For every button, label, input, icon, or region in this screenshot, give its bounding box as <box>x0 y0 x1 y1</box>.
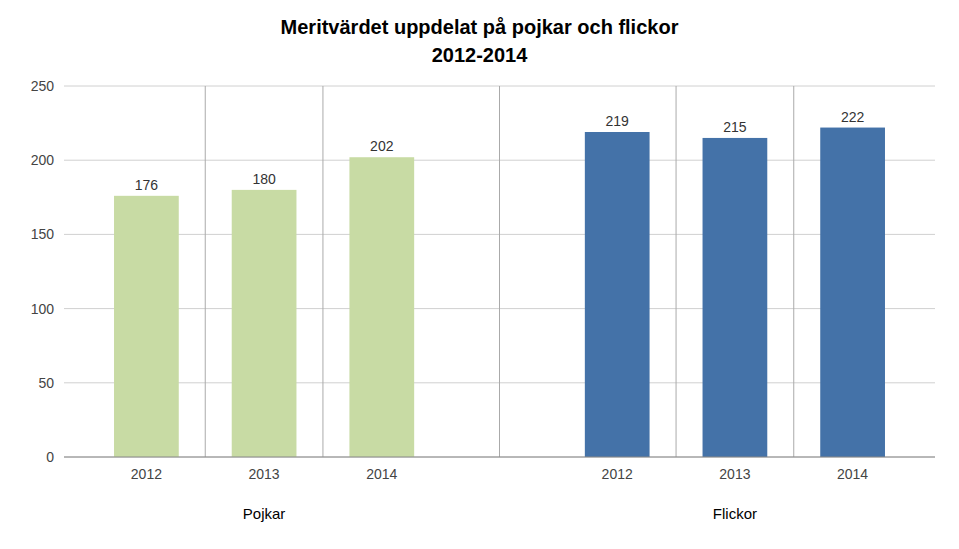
chart-container: Meritvärdet uppdelat på pojkar och flick… <box>0 0 959 549</box>
y-tick-label: 250 <box>31 78 55 94</box>
x-tick-label: 2012 <box>602 466 633 482</box>
x-tick-label: 2012 <box>131 466 162 482</box>
y-tick-label: 150 <box>31 226 55 242</box>
x-tick-label: 2013 <box>249 466 280 482</box>
title: Meritvärdet uppdelat på pojkar och flick… <box>281 16 679 38</box>
bar <box>114 196 179 457</box>
y-tick-label: 200 <box>31 152 55 168</box>
grid <box>64 86 935 457</box>
y-tick-label: 0 <box>46 449 54 465</box>
group-label: Pojkar <box>243 505 286 522</box>
group-label: Flickor <box>713 505 757 522</box>
bars <box>114 128 885 457</box>
bar <box>349 157 414 457</box>
bar <box>232 190 297 457</box>
divider <box>676 86 677 457</box>
x-tick-label: 2014 <box>366 466 397 482</box>
y-tick-label: 100 <box>31 301 55 317</box>
divider <box>322 86 323 457</box>
bar <box>820 128 885 457</box>
bar <box>585 132 650 457</box>
data-label: 219 <box>606 113 630 129</box>
grid-line <box>64 457 935 458</box>
divider <box>793 86 794 457</box>
bar <box>703 138 768 457</box>
dividers <box>205 86 794 457</box>
data-label: 215 <box>723 119 747 135</box>
data-label: 202 <box>370 138 394 154</box>
x-tick-label: 2013 <box>719 466 750 482</box>
y-tick-label: 50 <box>38 375 54 391</box>
divider <box>205 86 206 457</box>
data-label: 180 <box>252 171 276 187</box>
data-labels: 176 180 202 219 215 222 <box>135 109 865 193</box>
data-label: 176 <box>135 177 159 193</box>
x-axis-line <box>64 457 935 458</box>
data-label: 222 <box>841 109 865 125</box>
chart: Meritvärdet uppdelat på pojkar och flick… <box>0 0 959 549</box>
divider <box>499 86 500 457</box>
x-tick-label: 2014 <box>837 466 868 482</box>
subtitle: 2012-2014 <box>432 44 529 66</box>
